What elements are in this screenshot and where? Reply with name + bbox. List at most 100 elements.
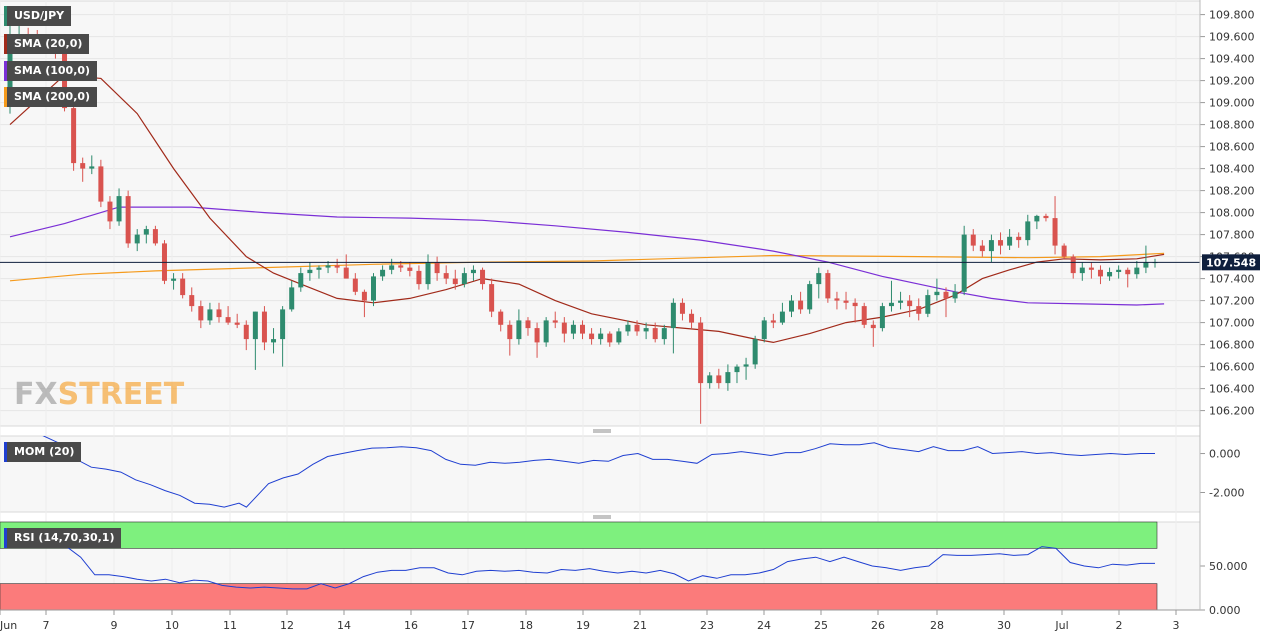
legend-swatch: [4, 61, 7, 81]
watermark-fx: FX: [14, 377, 58, 412]
sma20-line: [9, 74, 1165, 344]
candle-body: [143, 229, 149, 235]
legend-swatch: [4, 528, 7, 548]
legend-sma100[interactable]: SMA (100,0): [4, 61, 98, 81]
date-tick-label: Jul: [1054, 619, 1068, 632]
price-tick-label: 106.200: [1209, 405, 1255, 418]
legend-swatch: [4, 442, 7, 462]
date-tick-label: 21: [633, 619, 647, 632]
candle-body: [470, 269, 476, 274]
candle-body: [243, 324, 249, 340]
candle-body: [570, 324, 576, 334]
candle-body: [1007, 236, 1013, 246]
price-tick-label: 108.800: [1209, 119, 1255, 132]
fxstreet-watermark: FXSTREET: [14, 377, 185, 412]
candle-body: [543, 320, 549, 343]
candle-body: [480, 269, 486, 285]
candle-body: [216, 309, 222, 318]
candle-body: [298, 273, 304, 288]
current-price-label: 107.548: [1206, 256, 1256, 269]
rsi-overbought-zone: [0, 521, 1158, 549]
candle-body: [416, 270, 422, 285]
candle-body: [1025, 221, 1031, 241]
price-tick-label: 106.600: [1209, 361, 1255, 374]
candle-body: [271, 339, 277, 343]
candle-body: [343, 267, 349, 279]
candle-body: [1052, 218, 1058, 246]
date-tick-label: 25: [814, 619, 828, 632]
candle-body: [434, 262, 440, 274]
candle-body: [789, 300, 795, 312]
price-tick-label: 107.800: [1209, 229, 1255, 242]
candle-body: [779, 311, 785, 323]
date-tick-label: 16: [404, 619, 418, 632]
legend-swatch: [4, 34, 7, 54]
candle-body: [461, 273, 467, 285]
candle-body: [1079, 267, 1085, 274]
rsi-oversold-zone: [0, 583, 1158, 611]
candle-body: [1043, 215, 1049, 219]
candle-body: [252, 311, 258, 340]
candle-body: [861, 306, 867, 325]
price-tick-label: 107.400: [1209, 273, 1255, 286]
date-tick-label: 18: [519, 619, 533, 632]
candle-body: [425, 262, 431, 285]
candle-body: [116, 196, 122, 222]
candle-body: [698, 322, 704, 384]
candle-body: [552, 320, 558, 323]
candle-body: [180, 278, 186, 296]
price-tick-label: 108.600: [1209, 141, 1255, 154]
legend-symbol[interactable]: USD/JPY: [4, 6, 72, 26]
legend-sma20-label: SMA (20,0): [14, 37, 83, 50]
candle-body: [707, 375, 713, 384]
date-tick-label: 17: [461, 619, 475, 632]
price-tick-label: 109.800: [1209, 9, 1255, 22]
candle-body: [171, 278, 177, 281]
candle-body: [398, 265, 404, 268]
candle-body: [834, 298, 840, 301]
candle-body: [507, 324, 513, 340]
price-tick-label: 108.400: [1209, 163, 1255, 176]
candle-body: [1143, 262, 1149, 268]
price-tick-label: 107.200: [1209, 295, 1255, 308]
candle-body: [80, 163, 86, 169]
mom-tick-label: 0.000: [1209, 448, 1241, 461]
candle-body: [261, 311, 267, 343]
legend-rsi[interactable]: RSI (14,70,30,1): [4, 528, 122, 548]
rsi-line: [9, 543, 1155, 590]
candle-body: [1116, 269, 1122, 272]
legend-sma20[interactable]: SMA (20,0): [4, 34, 90, 54]
candle-body: [752, 339, 758, 365]
candle-body: [189, 295, 195, 307]
candle-body: [716, 375, 722, 384]
candle-body: [325, 265, 331, 268]
candle-body: [280, 309, 286, 340]
candle-body: [943, 291, 949, 299]
candle-body: [89, 166, 95, 169]
panel-mom: [0, 435, 1201, 513]
candle-body: [961, 234, 967, 292]
candle-body: [534, 328, 540, 343]
legend-momentum[interactable]: MOM (20): [4, 442, 82, 462]
candle-body: [1070, 256, 1076, 274]
candle-body: [380, 269, 386, 277]
price-tick-label: 109.400: [1209, 53, 1255, 66]
candle-body: [825, 273, 831, 299]
legend-rsi-label: RSI (14,70,30,1): [14, 531, 115, 544]
price-tick-label: 106.800: [1209, 339, 1255, 352]
candle-body: [907, 300, 913, 307]
candle-body: [988, 240, 994, 252]
price-tick-label: 108.200: [1209, 185, 1255, 198]
date-tick-label: 12: [280, 619, 294, 632]
candle-body: [970, 234, 976, 246]
candle-body: [607, 333, 613, 343]
price-tick-label: 109.600: [1209, 31, 1255, 44]
candle-body: [443, 273, 449, 279]
date-tick-label: 23: [700, 619, 714, 632]
candle-body: [207, 309, 213, 321]
candle-body: [107, 201, 113, 222]
candle-body: [761, 320, 767, 340]
legend-sma200[interactable]: SMA (200,0): [4, 87, 98, 107]
date-tick-label: 9: [111, 619, 118, 632]
